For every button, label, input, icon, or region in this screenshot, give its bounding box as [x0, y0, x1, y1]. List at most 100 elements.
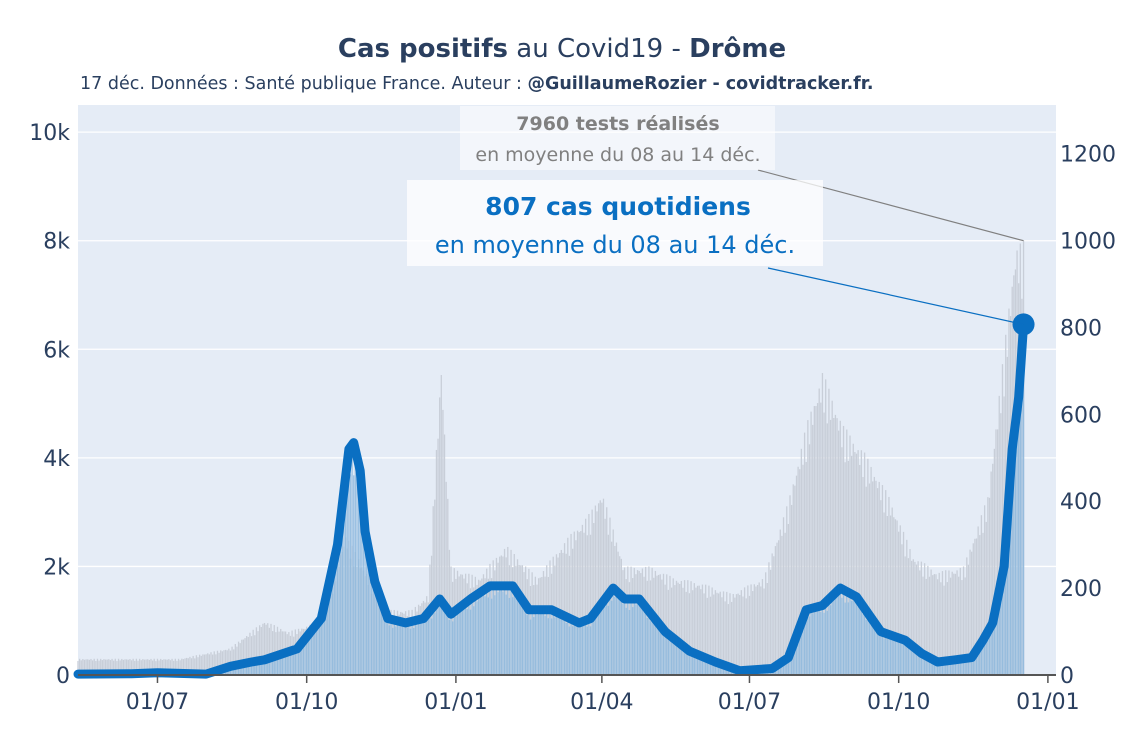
cases-bar [646, 617, 648, 675]
tests-bar [730, 601, 733, 675]
tests-annotation-box [460, 106, 775, 170]
cases-bar [781, 663, 783, 675]
tests-bar [679, 584, 681, 675]
tests-bar [161, 659, 163, 675]
tests-bar [870, 466, 872, 675]
cases-bar [834, 596, 837, 675]
cases-bar [537, 611, 540, 675]
cases-bar [790, 651, 793, 675]
y-right-tick-label: 1000 [1060, 230, 1116, 255]
cases-bar [581, 622, 584, 675]
cases-bar [503, 587, 506, 675]
cases-bar [799, 630, 801, 675]
tests-bar [706, 597, 708, 675]
tests-bar [211, 654, 214, 675]
cases-bar [455, 616, 457, 675]
cases-bar [721, 665, 723, 675]
cases-bar [675, 641, 678, 675]
cases-bar [580, 625, 582, 675]
tests-bar [111, 658, 113, 675]
tests-bar [155, 661, 157, 675]
tests-bar [177, 658, 180, 675]
cases-bar [886, 639, 888, 675]
cases-bar [667, 640, 670, 675]
cases-bar [479, 596, 481, 675]
cases-bar [490, 598, 493, 675]
y-right-tick-label: 200 [1060, 577, 1102, 602]
tests-bar [852, 443, 854, 675]
y-axis-right-ticks: 0 200 400 600 800 1000 1200 [1060, 143, 1116, 689]
cases-bar [586, 626, 588, 675]
cases-bar [977, 648, 979, 675]
tests-bar [189, 656, 191, 675]
tests-bar [899, 525, 901, 675]
cases-bar [338, 542, 340, 675]
tests-bar [969, 549, 971, 675]
cases-bar [904, 645, 906, 675]
tests-bar [930, 569, 932, 675]
tests-bar [823, 412, 825, 675]
cases-bar [1001, 574, 1004, 675]
cases-bar [855, 600, 858, 675]
tests-bar [765, 572, 767, 675]
cases-bar [440, 604, 442, 675]
tests-bar [591, 509, 593, 675]
cases-bar [607, 605, 610, 675]
cases-bar [268, 659, 271, 675]
tests-bar [563, 543, 566, 675]
cases-bar [653, 622, 655, 675]
cases-bar [469, 609, 472, 675]
cases-bar [933, 660, 936, 675]
cases-bar [938, 661, 940, 675]
cases-bar [662, 630, 665, 675]
tests-bar [862, 476, 864, 675]
cases-bar [641, 604, 644, 675]
cases-bar [531, 609, 533, 675]
cases-bar [377, 598, 379, 675]
cases-bar [893, 638, 895, 675]
tests-bar [878, 481, 880, 675]
tests-bar [907, 558, 910, 675]
cases-bar [396, 621, 399, 675]
cases-bar [601, 608, 603, 675]
tests-bar [168, 659, 170, 675]
tests-bar [207, 653, 209, 675]
cases-bar [409, 628, 412, 675]
cases-bar [640, 605, 642, 675]
cases-bar [437, 606, 439, 675]
tests-bar [594, 505, 597, 675]
cases-bar [351, 444, 353, 675]
cases-bar [236, 666, 238, 675]
cases-bar [881, 632, 884, 675]
cases-bar [421, 621, 423, 675]
tests-bar [972, 543, 974, 675]
cases-bar [716, 663, 718, 675]
cases-bar [555, 613, 558, 675]
cases-bar [422, 620, 425, 675]
cases-bar [995, 608, 997, 675]
cases-bar [432, 606, 434, 675]
cases-bar [825, 602, 827, 675]
cases-bar [567, 617, 569, 675]
tests-bar [894, 519, 897, 675]
tests-bar [726, 591, 728, 675]
cases-bar [922, 656, 924, 675]
tests-bar [896, 520, 898, 675]
cases-bar [495, 587, 498, 675]
tests-bar [597, 503, 600, 675]
cases-bar [487, 597, 489, 675]
cases-bar [458, 612, 460, 675]
cases-bar [573, 621, 575, 675]
tests-bar [922, 576, 924, 675]
tests-bar [737, 593, 739, 675]
cases-bar [541, 613, 543, 675]
tests-bar [847, 460, 850, 675]
tests-bar [210, 652, 212, 675]
cases-bar [645, 607, 647, 675]
tests-bar [927, 565, 929, 675]
cases-bar [643, 611, 645, 675]
cases-bar [633, 599, 635, 675]
cases-bar [896, 638, 898, 675]
cases-bar [260, 661, 262, 675]
